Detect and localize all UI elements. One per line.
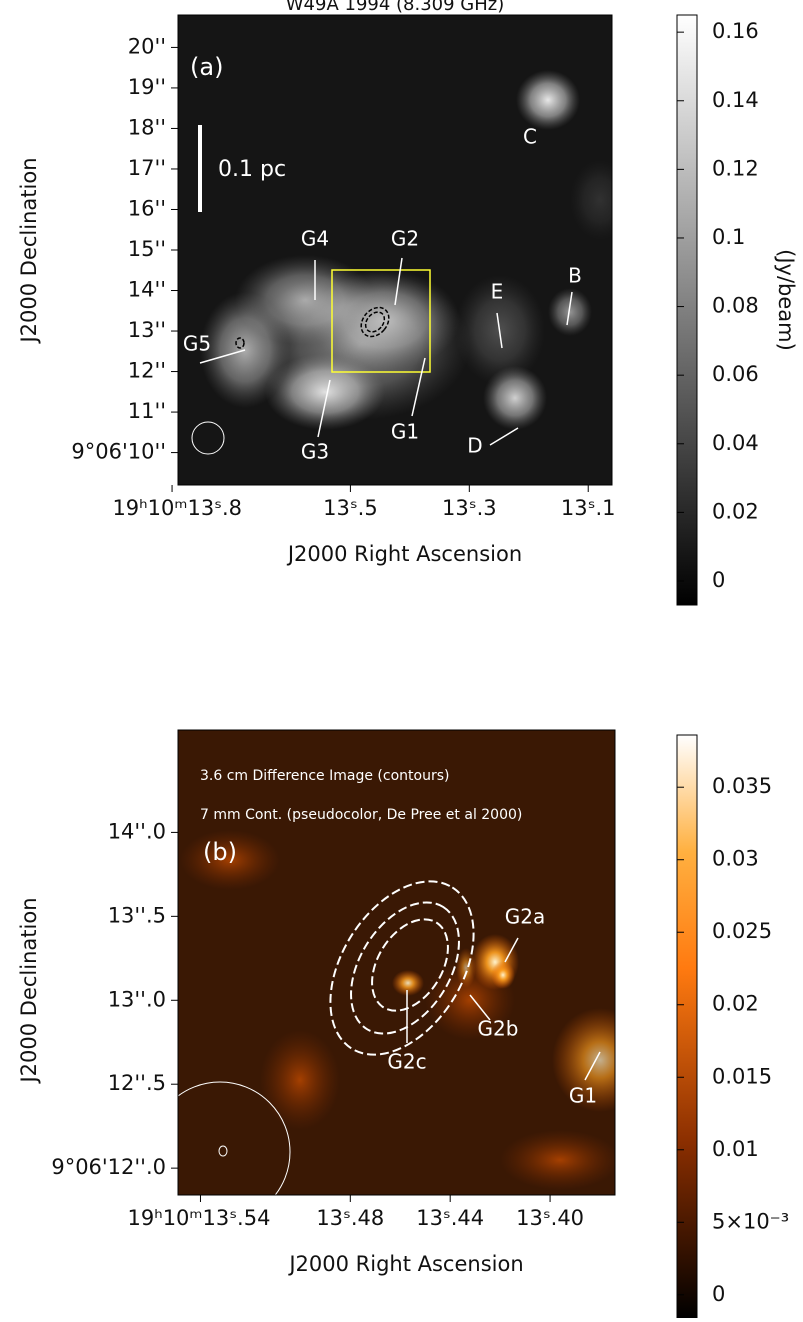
colorbar-tick-label: 0: [712, 568, 725, 592]
y-tick-label: 16'': [128, 196, 166, 220]
y-tick-label: 12'': [128, 359, 166, 383]
colorbar-tick-label: 0.14: [712, 88, 759, 112]
colorbar-tick-label: 0.02: [712, 992, 759, 1016]
colorbar-tick-label: 5×10⁻³: [712, 1209, 789, 1233]
x-tick-label: 13ˢ.40: [516, 1206, 584, 1230]
colorbar-tick-label: 0.04: [712, 431, 759, 455]
panel-label: (b): [203, 838, 237, 866]
annotation: G1: [391, 420, 419, 444]
colorbar-tick-label: 0.015: [712, 1064, 772, 1088]
x-tick-label: 19ʰ10ᵐ13ˢ.8: [112, 496, 242, 520]
annotation: G2a: [505, 905, 545, 929]
image-b: [150, 730, 648, 1222]
annotation: G2b: [478, 1017, 519, 1041]
x-tick-label: 13ˢ.1: [561, 496, 616, 520]
annotation: G2: [391, 227, 419, 251]
chart-title: W49A 1994 (8.309 GHz): [286, 0, 505, 15]
note: 3.6 cm Difference Image (contours): [200, 768, 449, 784]
x-axis-label: J2000 Right Ascension: [286, 542, 522, 566]
colorbar: [677, 15, 697, 605]
y-tick-label: 11'': [128, 399, 166, 423]
note: 7 mm Cont. (pseudocolor, De Pree et al 2…: [200, 807, 522, 823]
y-tick-label: 18'': [128, 115, 166, 139]
colorbar-tick-label: 0.025: [712, 919, 772, 943]
colorbar-tick-label: 0: [712, 1282, 725, 1306]
y-tick-label: 13''.0: [108, 987, 166, 1011]
x-tick-label: 13ˢ.48: [316, 1206, 384, 1230]
colorbar-tick-label: 0.035: [712, 774, 772, 798]
y-tick-label: 19'': [128, 75, 166, 99]
colorbar-tick-label: 0.06: [712, 362, 759, 386]
annotation: G4: [301, 227, 329, 251]
annotation: G3: [301, 440, 329, 464]
colorbar-tick-label: 0.12: [712, 156, 759, 180]
y-tick-label: 12''.5: [108, 1071, 166, 1095]
x-tick-label: 13ˢ.44: [416, 1206, 484, 1230]
colorbar-label: (Jy/beam): [774, 249, 798, 351]
annotation: B: [568, 264, 582, 288]
y-tick-label: 13''.5: [108, 903, 166, 927]
colorbar-tick-label: 0.02: [712, 499, 759, 523]
annotation: E: [491, 280, 504, 304]
annotation: G5: [183, 332, 211, 356]
y-tick-label: 13'': [128, 318, 166, 342]
y-tick-label: 20'': [128, 34, 166, 58]
panel-label: (a): [190, 53, 223, 81]
colorbar-tick-label: 0.03: [712, 847, 759, 871]
x-axis-label: J2000 Right Ascension: [287, 1252, 523, 1276]
y-tick-label: 9°06'12''.0: [51, 1155, 166, 1179]
y-tick-label: 14'': [128, 278, 166, 302]
y-tick-label: 9°06'10'': [71, 440, 166, 464]
x-tick-label: 13ˢ.3: [442, 496, 497, 520]
y-tick-label: 17'': [128, 156, 166, 180]
annotation: 0.1 pc: [218, 157, 286, 182]
figure: W49A 1994 (8.309 GHz) (a) J2000 Declinatio…: [0, 0, 803, 1318]
y-axis-label: J2000 Declination: [17, 897, 41, 1084]
y-tick-label: 15'': [128, 237, 166, 261]
y-tick-label: 14''.0: [108, 819, 166, 843]
colorbar-tick-label: 0.1: [712, 225, 745, 249]
colorbar-tick-label: 0.16: [712, 19, 759, 43]
colorbar-tick-label: 0.01: [712, 1137, 759, 1161]
colorbar: [677, 735, 697, 1318]
colorbar-tick-label: 0.08: [712, 294, 759, 318]
y-axis-label: J2000 Declination: [17, 157, 41, 344]
x-tick-label: 13ˢ.5: [323, 496, 378, 520]
x-tick-label: 19ʰ10ᵐ13ˢ.54: [127, 1206, 270, 1230]
annotation: G1: [569, 1084, 597, 1108]
annotation: G2c: [387, 1050, 426, 1074]
annotation: C: [523, 125, 537, 149]
annotation: D: [467, 434, 482, 458]
